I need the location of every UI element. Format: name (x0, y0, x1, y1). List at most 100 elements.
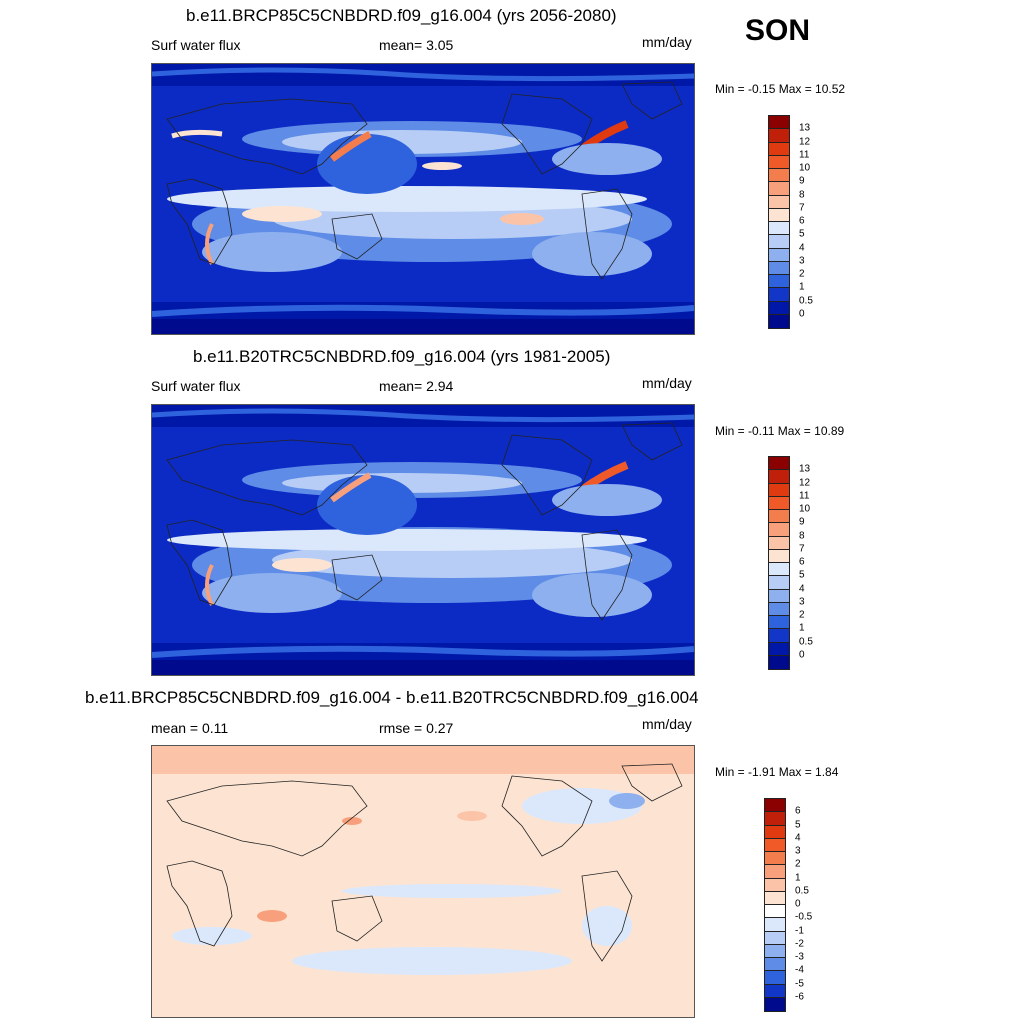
colorbar-tick-label: 1 (799, 281, 805, 293)
colorbar-tick-label: 6 (799, 556, 805, 568)
colorbar-tick-label: 5 (799, 569, 805, 581)
season-label: SON (745, 14, 811, 47)
colorbar-tick-label: 9 (799, 175, 805, 187)
colorbar-swatch (769, 470, 789, 484)
colorbar-swatch (769, 629, 789, 643)
colorbar-swatch (769, 616, 789, 630)
colorbar-swatch (769, 642, 789, 656)
colorbar-swatch (765, 891, 785, 905)
colorbar-swatch (769, 523, 789, 537)
colorbar-tick-label: 5 (799, 228, 805, 240)
panel1-title: b.e11.BRCP85C5CNBDRD.f09_g16.004 (yrs 20… (186, 6, 617, 25)
panel3-minmax-label: Min = -1.91 Max = 1.84 (715, 765, 839, 779)
colorbar-swatch (769, 496, 789, 510)
colorbar-tick-label: 3 (795, 845, 801, 857)
colorbar-swatch (765, 958, 785, 972)
colorbar-swatch (769, 142, 789, 156)
colorbar-tick-label: 10 (799, 503, 811, 515)
colorbar-swatch (765, 944, 785, 958)
colorbar-swatch (769, 563, 789, 577)
colorbar-tick-label: -4 (795, 964, 804, 976)
colorbar-tick-label: 7 (799, 543, 805, 555)
panel3-colorbar (764, 798, 786, 1012)
panel2-variable-label: Surf water flux (151, 378, 241, 394)
panel2-map (151, 404, 695, 676)
panel2-minmax-label: Min = -0.11 Max = 10.89 (715, 424, 845, 438)
colorbar-swatch (769, 589, 789, 603)
colorbar-swatch (765, 905, 785, 919)
colorbar-swatch (765, 878, 785, 892)
colorbar-swatch (769, 182, 789, 196)
colorbar-swatch (765, 812, 785, 826)
colorbar-swatch (769, 222, 789, 236)
colorbar-swatch (769, 235, 789, 249)
colorbar-tick-label: 0.5 (799, 295, 813, 306)
panel1-mean-label: mean= 3.05 (379, 37, 454, 53)
colorbar-tick-label: 13 (799, 463, 811, 475)
colorbar-tick-label: 0.5 (795, 885, 809, 897)
colorbar-tick-label: -6 (795, 991, 804, 1003)
colorbar-tick-label: 8 (799, 530, 805, 541)
colorbar-swatch (769, 261, 789, 275)
colorbar-tick-label: 1 (799, 622, 805, 634)
colorbar-swatch (765, 852, 785, 866)
colorbar-swatch (769, 248, 789, 262)
colorbar-tick-label: 12 (799, 477, 811, 488)
colorbar-tick-label: 5 (795, 819, 801, 830)
panel3-units-label: mm/day (642, 716, 692, 732)
colorbar-swatch (765, 997, 785, 1011)
colorbar-tick-label: 4 (799, 583, 805, 594)
colorbar-tick-label: 3 (799, 255, 805, 267)
panel1-minmax-label: Min = -0.15 Max = 10.52 (715, 82, 846, 96)
colorbar-swatch (769, 155, 789, 169)
colorbar-swatch (765, 865, 785, 879)
colorbar-tick-label: 4 (799, 242, 805, 253)
colorbar-tick-label: 0 (795, 898, 801, 910)
colorbar-tick-label: 3 (799, 596, 805, 608)
panel1-variable-label: Surf water flux (151, 37, 241, 53)
colorbar-tick-label: -0.5 (795, 911, 813, 923)
colorbar-tick-label: 6 (795, 805, 801, 817)
colorbar-tick-label: 1 (795, 872, 801, 883)
colorbar-tick-label: 2 (795, 858, 801, 870)
panel2-mean-label: mean= 2.94 (379, 378, 454, 394)
colorbar-tick-label: 0 (799, 649, 805, 661)
panel2-colorbar (768, 456, 790, 670)
colorbar-swatch (769, 510, 789, 524)
colorbar-swatch (765, 931, 785, 945)
panel3-mean-label: mean = 0.11 (151, 720, 229, 736)
colorbar-tick-label: 8 (799, 189, 805, 200)
colorbar-tick-label: -3 (795, 951, 804, 963)
colorbar-swatch (769, 314, 789, 328)
colorbar-swatch (769, 602, 789, 616)
colorbar-swatch (769, 536, 789, 550)
colorbar-tick-label: 6 (799, 215, 805, 227)
colorbar-swatch (769, 275, 789, 289)
colorbar-swatch (769, 655, 789, 669)
colorbar-tick-label: 12 (799, 136, 811, 147)
panel3-map (151, 745, 695, 1018)
colorbar-tick-label: -5 (795, 978, 804, 989)
colorbar-tick-label: 0.5 (799, 636, 813, 647)
colorbar-tick-label: -2 (795, 938, 804, 950)
colorbar-swatch (769, 195, 789, 209)
colorbar-swatch (765, 799, 785, 813)
colorbar-swatch (769, 457, 789, 471)
colorbar-swatch (769, 288, 789, 302)
colorbar-swatch (769, 549, 789, 563)
panel2-title: b.e11.B20TRC5CNBDRD.f09_g16.004 (yrs 198… (193, 347, 611, 366)
colorbar-tick-label: 2 (799, 609, 805, 621)
colorbar-swatch (765, 971, 785, 985)
colorbar-swatch (769, 483, 789, 497)
colorbar-swatch (765, 838, 785, 852)
colorbar-swatch (769, 169, 789, 183)
colorbar-tick-label: 10 (799, 162, 811, 174)
colorbar-tick-label: 0 (799, 308, 805, 320)
colorbar-tick-label: 13 (799, 122, 811, 134)
colorbar-swatch (769, 129, 789, 143)
colorbar-tick-label: 11 (799, 149, 810, 161)
colorbar-tick-label: 4 (795, 832, 801, 844)
panel1-colorbar (768, 115, 790, 329)
colorbar-swatch (765, 825, 785, 839)
panel2-units-label: mm/day (642, 375, 692, 391)
